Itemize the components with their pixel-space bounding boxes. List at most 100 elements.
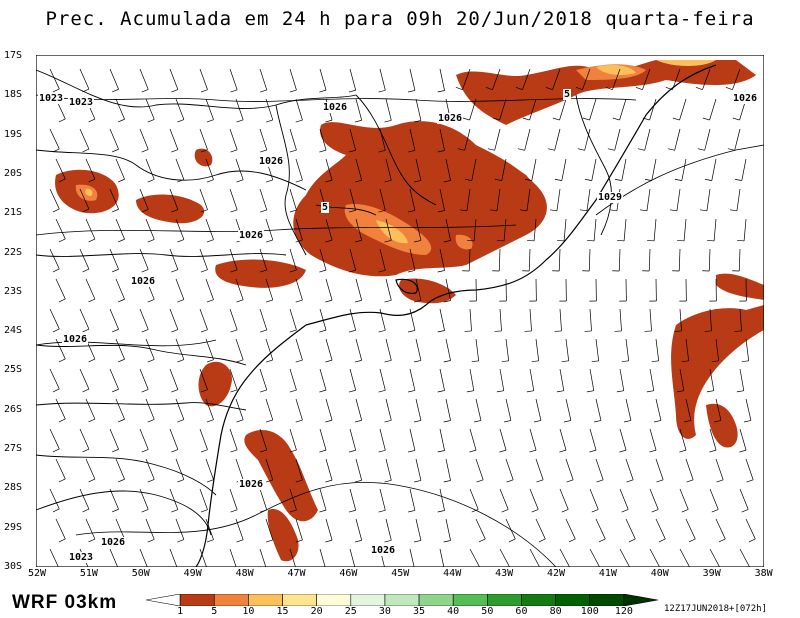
wind-barb-flag xyxy=(408,210,416,213)
wind-barb-flag xyxy=(651,360,659,363)
wind-barb-flag xyxy=(354,179,362,183)
wind-barb-flag xyxy=(348,329,356,333)
wind-barb xyxy=(409,308,416,331)
wind-barb xyxy=(385,518,392,541)
wind-barb-flag xyxy=(354,419,362,423)
wind-barb xyxy=(561,158,567,181)
wind-barb-flag xyxy=(591,509,599,513)
wind-barb-flag xyxy=(289,89,297,93)
lon-label: 41W xyxy=(598,568,617,579)
state-borders xyxy=(36,69,612,536)
wind-barb-flag xyxy=(577,148,585,151)
lat-label: 29S xyxy=(4,521,23,533)
wind-barb xyxy=(715,458,724,480)
wind-barb xyxy=(736,188,741,211)
wind-barb-flag xyxy=(325,359,333,363)
wind-barb-flag xyxy=(200,329,208,333)
wind-barb-flag xyxy=(177,419,185,423)
wind-barb xyxy=(565,338,570,361)
colorbar-swatch xyxy=(282,594,317,606)
wind-barb xyxy=(175,218,185,240)
wind-barb xyxy=(526,188,531,211)
wind-barb xyxy=(706,188,711,211)
wind-barb-flag xyxy=(295,299,303,303)
wind-barb-flag xyxy=(616,390,624,393)
wind-barb-flag xyxy=(236,299,244,303)
wind-barb-flag xyxy=(200,209,208,213)
wind-barb-flag xyxy=(501,360,509,363)
wind-barb xyxy=(439,188,445,211)
lon-label: 43W xyxy=(495,568,514,579)
wind-barb xyxy=(595,518,606,540)
wind-barb xyxy=(205,218,214,240)
wind-barb-flag xyxy=(501,509,509,513)
wind-barb xyxy=(109,308,119,330)
wind-barb-flag xyxy=(260,449,267,453)
wind-barb xyxy=(683,218,687,241)
isobar-label: 1023 xyxy=(68,552,95,563)
lat-label: 30S xyxy=(4,560,23,572)
wind-barb-flag xyxy=(621,509,629,513)
wind-barb xyxy=(415,278,422,301)
wind-barb-flag xyxy=(559,449,567,453)
wind-barb xyxy=(409,248,416,271)
wind-barb-flag xyxy=(260,509,267,513)
wind-barb xyxy=(349,428,357,451)
wind-barb xyxy=(85,458,96,480)
wind-barb xyxy=(559,368,565,391)
wind-barb-flag xyxy=(206,179,214,183)
lon-label: 44W xyxy=(443,568,462,579)
wind-barb-flag xyxy=(584,178,592,181)
wind-barb xyxy=(289,308,297,331)
wind-barb xyxy=(259,308,268,331)
wind-barb xyxy=(169,488,179,510)
wind-barb xyxy=(169,428,179,450)
wind-barb-flag xyxy=(457,148,465,151)
wind-barb xyxy=(445,218,451,241)
wind-barb-flag xyxy=(52,388,60,393)
wind-barb-flag xyxy=(58,478,66,483)
wind-barb-flag xyxy=(266,299,273,303)
wind-barb-flag xyxy=(695,86,703,91)
wind-barb-flag xyxy=(494,178,502,181)
wind-barb-flag xyxy=(52,148,60,153)
wind-barb xyxy=(325,398,333,421)
wind-barb xyxy=(49,308,60,330)
wind-barb xyxy=(139,128,149,150)
wind-barb xyxy=(379,368,386,391)
wind-barb xyxy=(649,488,659,510)
wind-barb xyxy=(379,188,386,211)
wind-barb xyxy=(586,188,591,211)
wind-barb xyxy=(295,158,303,181)
wind-barb xyxy=(259,368,268,391)
wind-barb xyxy=(199,548,207,567)
wind-barb xyxy=(109,368,119,390)
wind-barb-flag xyxy=(52,268,60,273)
wind-barb-flag xyxy=(177,239,185,243)
wind-barb xyxy=(55,278,66,300)
wind-barb-flag xyxy=(325,179,333,183)
wind-barb-flag xyxy=(499,449,507,453)
wind-barb xyxy=(685,398,692,421)
wind-barb-flag xyxy=(437,510,445,513)
wind-barb-flag xyxy=(524,178,532,181)
wind-barb xyxy=(319,488,327,511)
wind-barb xyxy=(565,518,576,540)
wind-barb xyxy=(679,548,690,567)
wind-barb-flag xyxy=(141,449,149,453)
isobar-label: 1026 xyxy=(100,537,127,548)
wind-barb-flag xyxy=(621,360,629,363)
wind-barb-flag xyxy=(605,86,613,91)
wind-barb xyxy=(349,308,357,331)
wind-barb xyxy=(175,158,185,180)
wind-barb xyxy=(554,128,561,151)
wind-barb-flag xyxy=(527,239,535,242)
wind-barb xyxy=(79,308,90,330)
wind-barb xyxy=(289,188,297,211)
wind-barb xyxy=(734,128,741,151)
wind-barb xyxy=(559,308,562,331)
wind-barb-flag xyxy=(82,88,90,93)
wind-barb xyxy=(475,338,480,361)
wind-barb xyxy=(655,398,662,421)
wind-barb-flag xyxy=(554,178,562,181)
